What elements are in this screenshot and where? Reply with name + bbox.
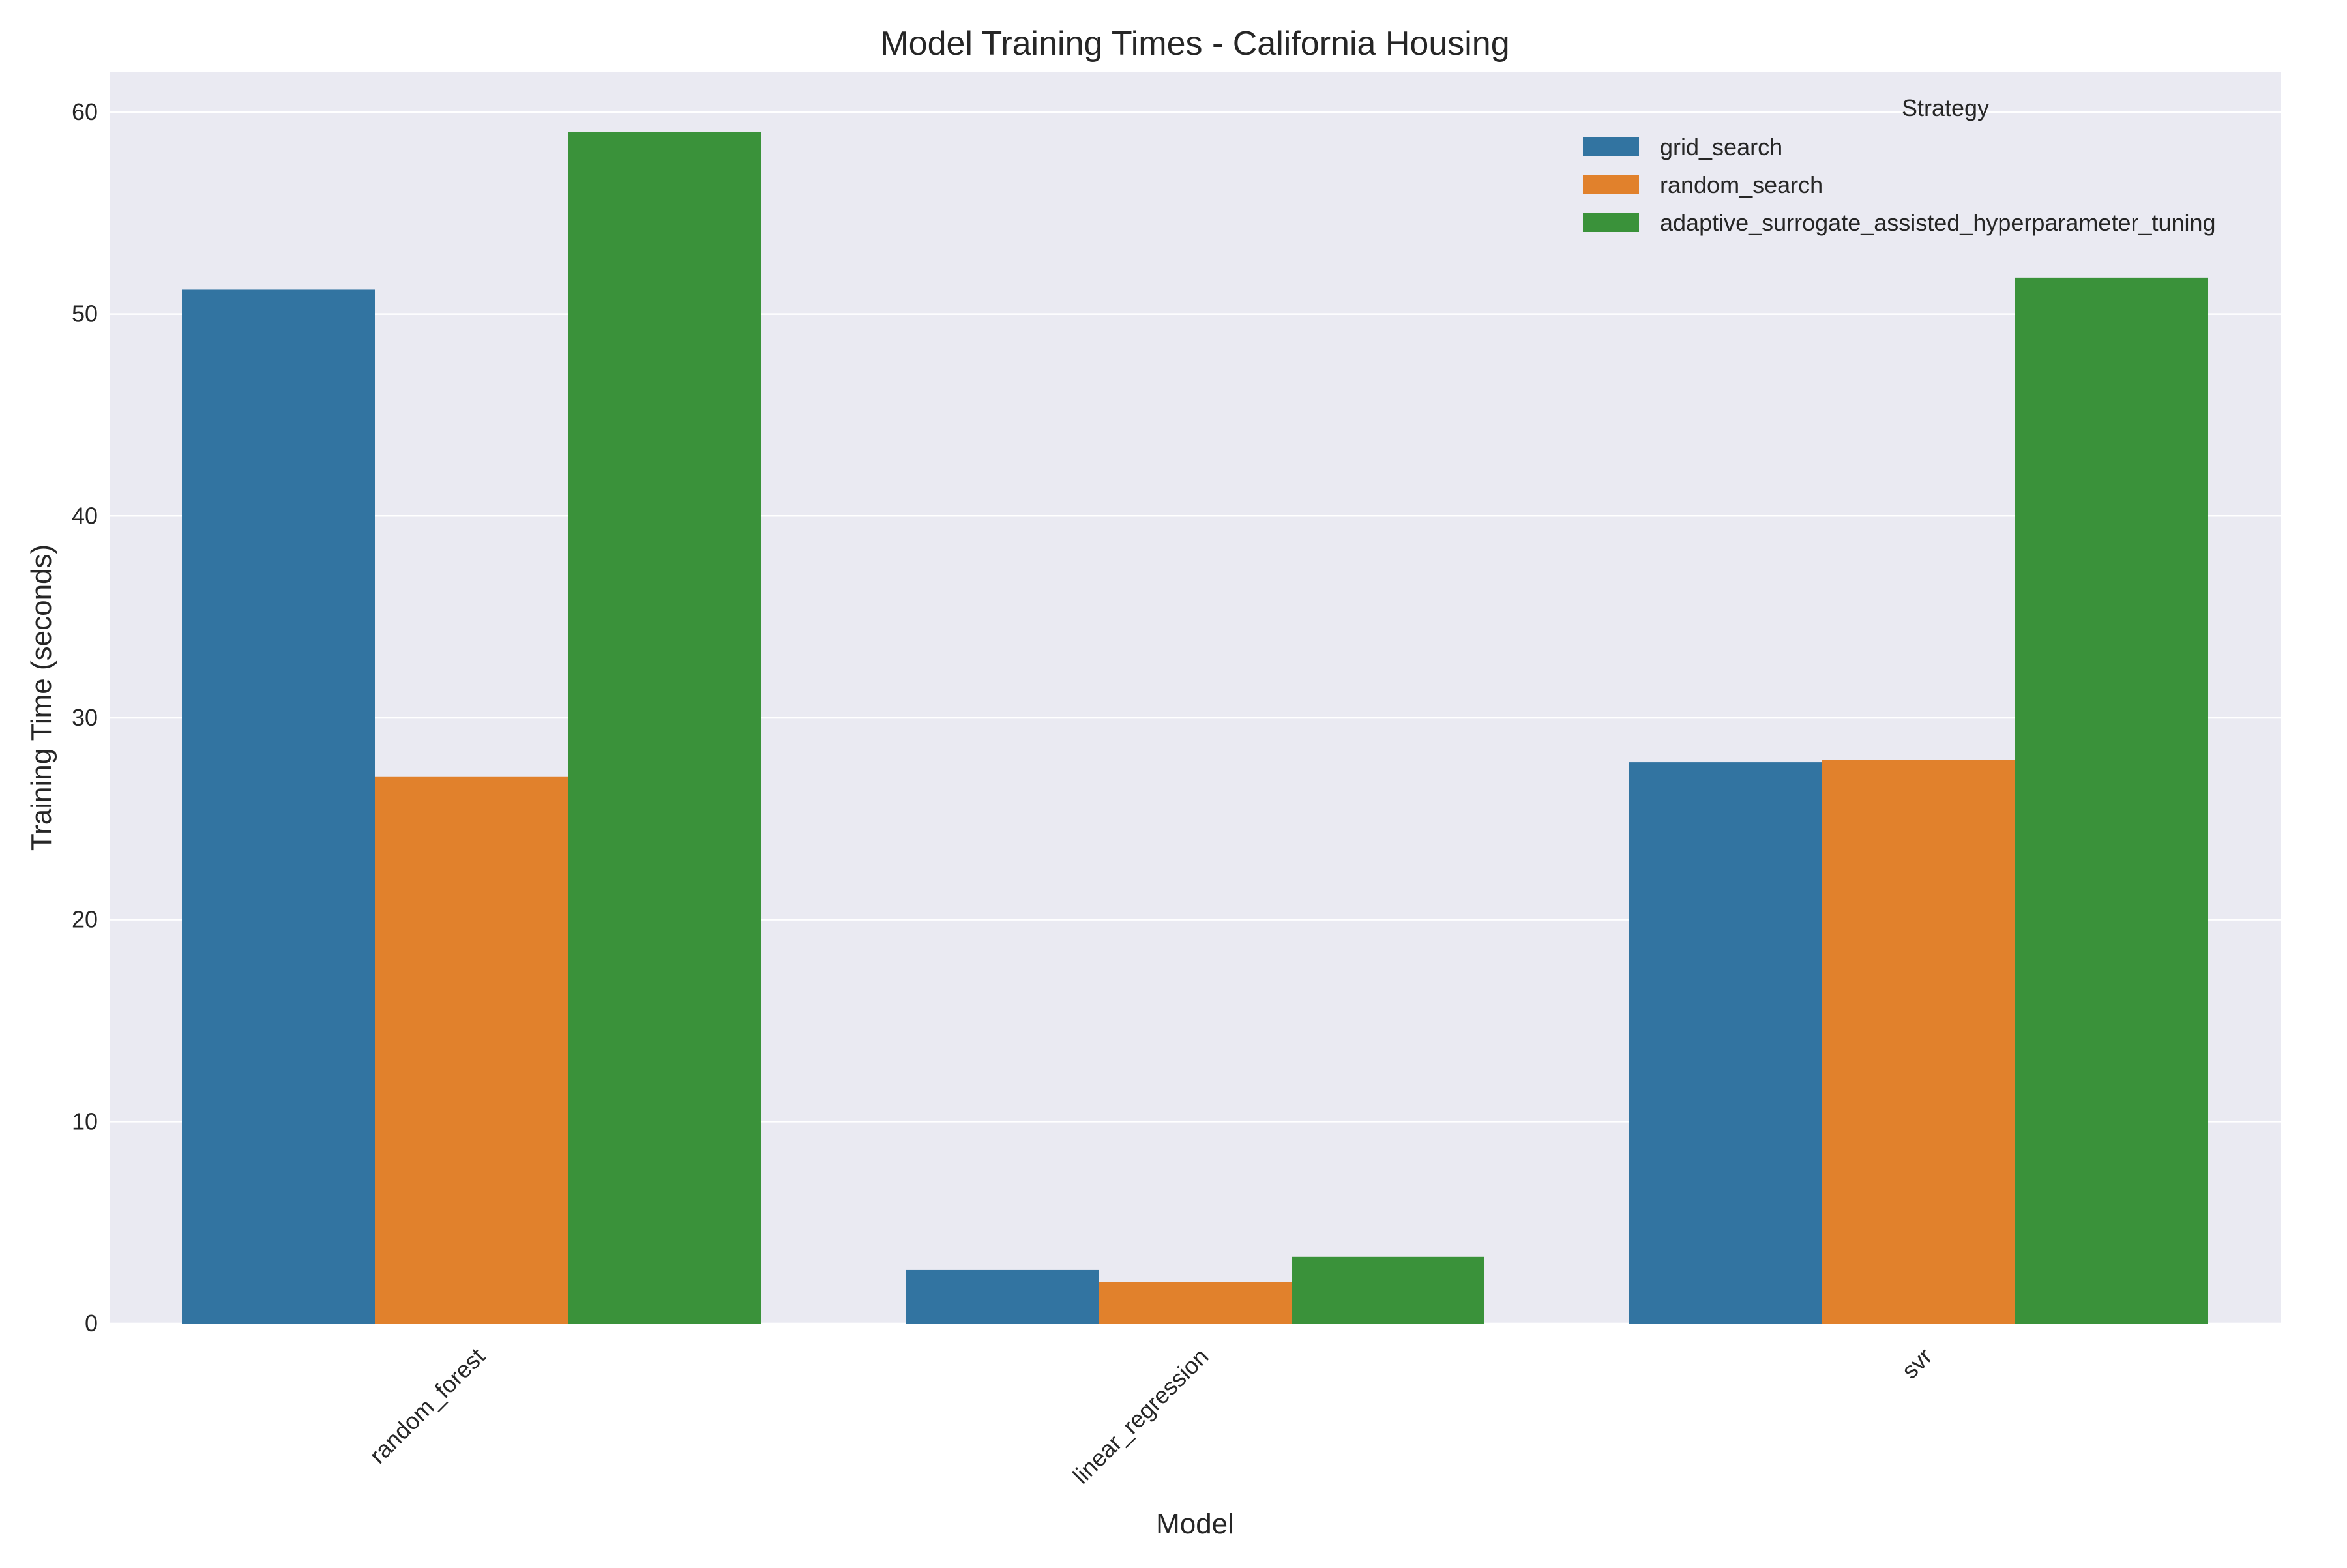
y-axis-label: Training Time (seconds)	[25, 544, 57, 851]
bar-linear_regression-adaptive_surrogate_assisted_hyperparameter_tuning	[1292, 1256, 1484, 1324]
legend-label-grid_search: grid_search	[1660, 134, 1782, 160]
legend-swatch-adaptive_surrogate_assisted_hyperparameter_tuning	[1583, 213, 1639, 232]
legend: Strategy grid_search random_searchadaptiv…	[1583, 95, 2216, 236]
chart-title: Model Training Times - California Housin…	[880, 25, 1509, 63]
y-tick-label: 50	[72, 301, 98, 327]
y-tick-label: 0	[85, 1310, 98, 1337]
bar-random_forest-grid_search	[182, 289, 375, 1324]
bar-svr-grid_search	[1629, 762, 1822, 1324]
y-tick-label: 40	[72, 502, 98, 529]
bar-linear_regression-random_search	[1099, 1282, 1292, 1324]
x-axis-label: Model	[1156, 1508, 1234, 1540]
bar-svr-random_search	[1822, 760, 2015, 1324]
y-axis-ticks: 0 10 20 30 40 50 60	[72, 98, 98, 1337]
legend-items: grid_search random_search adaptive_surroga…	[1583, 134, 2216, 236]
y-tick-label: 20	[72, 906, 98, 933]
bar-linear_regression-grid_search	[906, 1269, 1099, 1324]
legend-label-random_search: random_search	[1660, 171, 1823, 198]
legend-label-adaptive_surrogate_assisted_hyperparameter_tuning: adaptive_surrogate_assisted_hyperparamet…	[1660, 209, 2216, 236]
bar-svr-adaptive_surrogate_assisted_hyperparameter_tuning	[2015, 277, 2208, 1324]
y-tick-label: 30	[72, 704, 98, 731]
legend-swatch-random_search	[1583, 175, 1639, 194]
bar-random_forest-random_search	[375, 776, 568, 1324]
y-tick-label: 10	[72, 1108, 98, 1134]
bars	[182, 132, 2208, 1324]
y-tick-label: 60	[72, 98, 98, 125]
legend-swatch-grid_search	[1583, 137, 1639, 156]
legend-title: Strategy	[1902, 95, 1989, 121]
bar-random_forest-adaptive_surrogate_assisted_hyperparameter_tuning	[568, 132, 761, 1324]
